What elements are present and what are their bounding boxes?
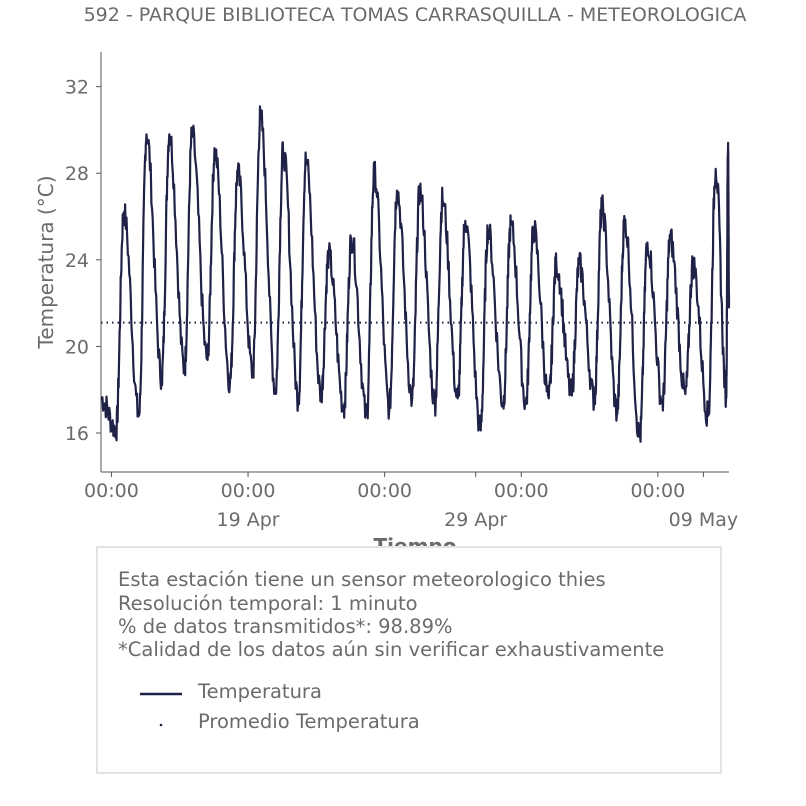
legend-item-temperatura xyxy=(138,682,184,706)
info-legend-box: Esta estación tiene un sensor meteorolog… xyxy=(96,546,722,774)
chart: 592 - PARQUE BIBLIOTECA TOMAS CARRASQUIL… xyxy=(34,4,747,558)
legend-dot-swatch xyxy=(159,723,163,727)
x-tick-label-time: 00:00 xyxy=(221,480,276,502)
chart-title: 592 - PARQUE BIBLIOTECA TOMAS CARRASQUIL… xyxy=(84,4,747,26)
axes: 16 20 24 28 32 00:00 00:00 19 Apr 00:00 29 Apr 00:… xyxy=(65,52,738,531)
info-station-line: Esta estación tiene un sensor meteorolog… xyxy=(118,568,606,591)
y-tick-label: 16 xyxy=(65,423,89,445)
temperature-series-line xyxy=(100,105,731,443)
legend-item-promedio xyxy=(138,712,184,736)
series-layer xyxy=(100,105,731,443)
y-tick-label: 28 xyxy=(65,163,89,185)
x-tick-label-date: 29 Apr xyxy=(444,509,507,531)
y-tick-label: 24 xyxy=(65,250,89,272)
y-tick-label: 20 xyxy=(65,336,89,358)
legend-label-promedio: Promedio Temperatura xyxy=(198,710,420,733)
x-tick-label-time: 00:00 xyxy=(494,480,549,502)
info-resolution-line: Resolución temporal: 1 minuto xyxy=(118,592,418,615)
legend-label-temperatura: Temperatura xyxy=(198,680,322,703)
y-axis-label: Temperatura (°C) xyxy=(34,175,58,349)
info-transmitted-line: % de datos transmitidos*: 98.89% xyxy=(118,615,453,638)
x-tick-label-time: 00:00 xyxy=(84,480,139,502)
x-tick-label-date: 09 May xyxy=(669,509,739,531)
info-quality-line: *Calidad de los datos aún sin verificar … xyxy=(118,638,665,661)
x-tick-label-time: 00:00 xyxy=(357,480,412,502)
x-tick-label-time: 00:00 xyxy=(630,480,685,502)
y-tick-label: 32 xyxy=(65,77,89,99)
legend-line-swatch xyxy=(140,692,182,696)
x-tick-label-date: 19 Apr xyxy=(216,509,279,531)
